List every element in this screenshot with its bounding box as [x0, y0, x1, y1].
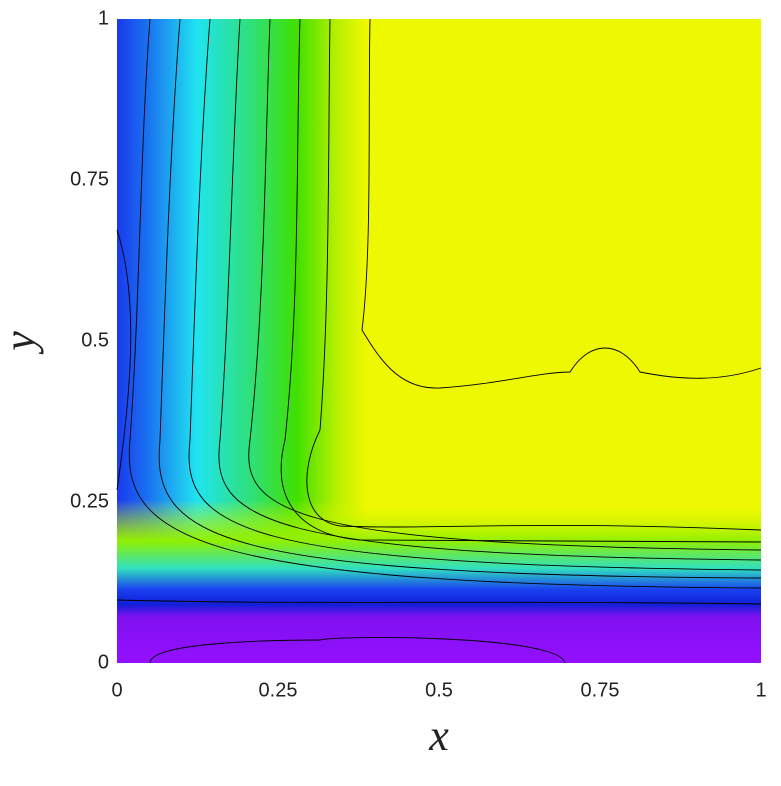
y-tick-label: 0	[98, 651, 109, 673]
x-tick-label: 0	[111, 679, 122, 701]
x-axis-label: x	[428, 711, 449, 760]
x-tick-label: 1	[755, 679, 766, 701]
axes: 0 0.25 0.5 0.75 1 0 0.25 0.5 0.75 1	[70, 7, 767, 701]
y-axis-label: y	[0, 331, 44, 355]
x-tick-label: 0.75	[581, 679, 620, 701]
y-tick-label: 0.75	[70, 168, 109, 190]
contour-field	[116, 18, 762, 664]
y-tick-label: 0.25	[70, 490, 109, 512]
x-tick-label: 0.5	[425, 679, 453, 701]
y-tick-label: 0.5	[81, 329, 109, 351]
y-tick-label: 1	[98, 7, 109, 29]
x-tick-label: 0.25	[259, 679, 298, 701]
